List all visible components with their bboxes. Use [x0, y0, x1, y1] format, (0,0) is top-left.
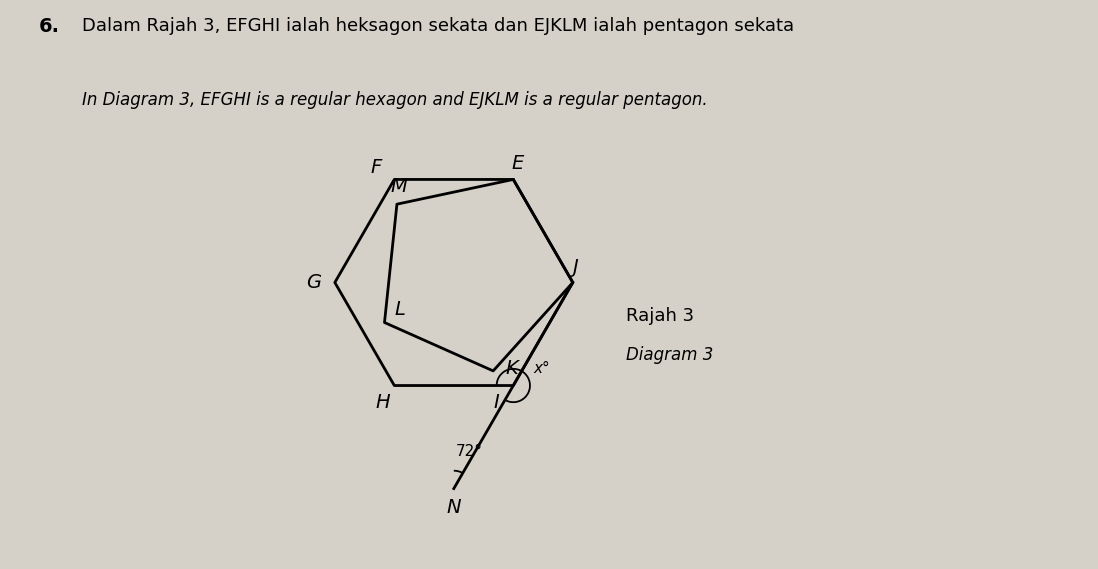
- Text: 72°: 72°: [456, 444, 483, 459]
- Text: Diagram 3: Diagram 3: [626, 347, 714, 364]
- Text: G: G: [306, 273, 321, 292]
- Text: 6.: 6.: [38, 17, 59, 36]
- Text: Rajah 3: Rajah 3: [626, 307, 694, 325]
- Text: M: M: [391, 177, 407, 196]
- Text: H: H: [376, 393, 390, 412]
- Text: K: K: [506, 359, 518, 378]
- Text: F: F: [371, 158, 382, 177]
- Text: x°: x°: [534, 361, 550, 376]
- Text: N: N: [447, 498, 461, 517]
- Text: In Diagram 3, EFGHI is a regular hexagon and EJKLM is a regular pentagon.: In Diagram 3, EFGHI is a regular hexagon…: [82, 91, 708, 109]
- Text: J: J: [572, 258, 578, 277]
- Text: Dalam Rajah 3, EFGHI ialah heksagon sekata dan EJKLM ialah pentagon sekata: Dalam Rajah 3, EFGHI ialah heksagon seka…: [82, 17, 795, 35]
- Text: I: I: [494, 393, 500, 412]
- Text: L: L: [394, 300, 405, 319]
- Text: E: E: [512, 154, 524, 174]
